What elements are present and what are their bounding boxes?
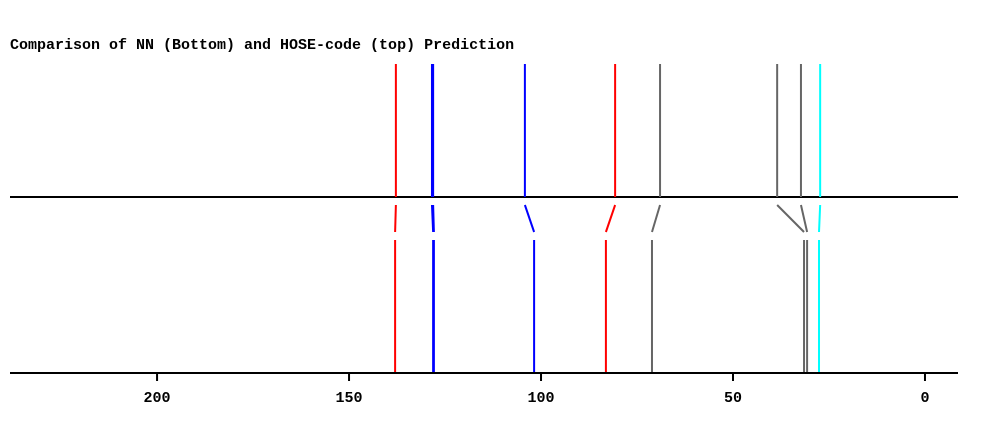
x-tick-label: 100 bbox=[528, 390, 555, 407]
peak-connector bbox=[394, 204, 397, 233]
peak-connector bbox=[523, 204, 536, 233]
peak-connector bbox=[604, 204, 617, 233]
x-tick-label: 0 bbox=[920, 390, 929, 407]
peak-connector bbox=[799, 204, 809, 233]
x-tick-label: 200 bbox=[144, 390, 171, 407]
peak-connector bbox=[818, 204, 822, 233]
x-tick-label: 50 bbox=[724, 390, 742, 407]
chart-title: Comparison of NN (Bottom) and HOSE-code … bbox=[10, 37, 514, 54]
peak-connector bbox=[432, 204, 435, 233]
x-tick-label: 150 bbox=[336, 390, 363, 407]
peak-connector bbox=[651, 204, 662, 233]
peak-connector bbox=[776, 204, 805, 233]
